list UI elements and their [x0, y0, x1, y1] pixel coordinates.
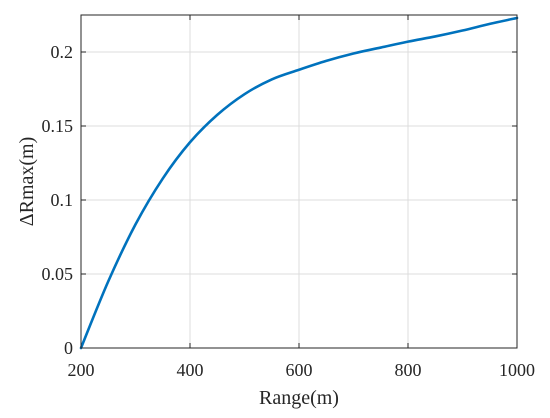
- y-tick-label: 0.05: [42, 264, 74, 284]
- grid: [80, 15, 518, 349]
- x-tick-labels: 200 400 600 800 1000: [68, 360, 536, 380]
- y-tick-labels: 0 0.05 0.1 0.15 0.2: [42, 42, 74, 358]
- x-tick-label: 600: [286, 360, 313, 380]
- y-tick-label: 0.15: [42, 116, 74, 136]
- x-axis-label: Range(m): [259, 387, 339, 409]
- x-tick-label: 400: [177, 360, 204, 380]
- y-tick-label: 0.2: [51, 42, 74, 62]
- x-tick-label: 1000: [499, 360, 535, 380]
- x-tick-label: 200: [68, 360, 95, 380]
- y-tick-label: 0: [64, 338, 73, 358]
- x-tick-label: 800: [395, 360, 422, 380]
- axes-box: [80, 14, 518, 349]
- y-axis-label: ΔRmax(m): [16, 137, 38, 227]
- series-line: [79, 16, 519, 350]
- series-layer: [79, 16, 519, 350]
- y-tick-label: 0.1: [51, 190, 74, 210]
